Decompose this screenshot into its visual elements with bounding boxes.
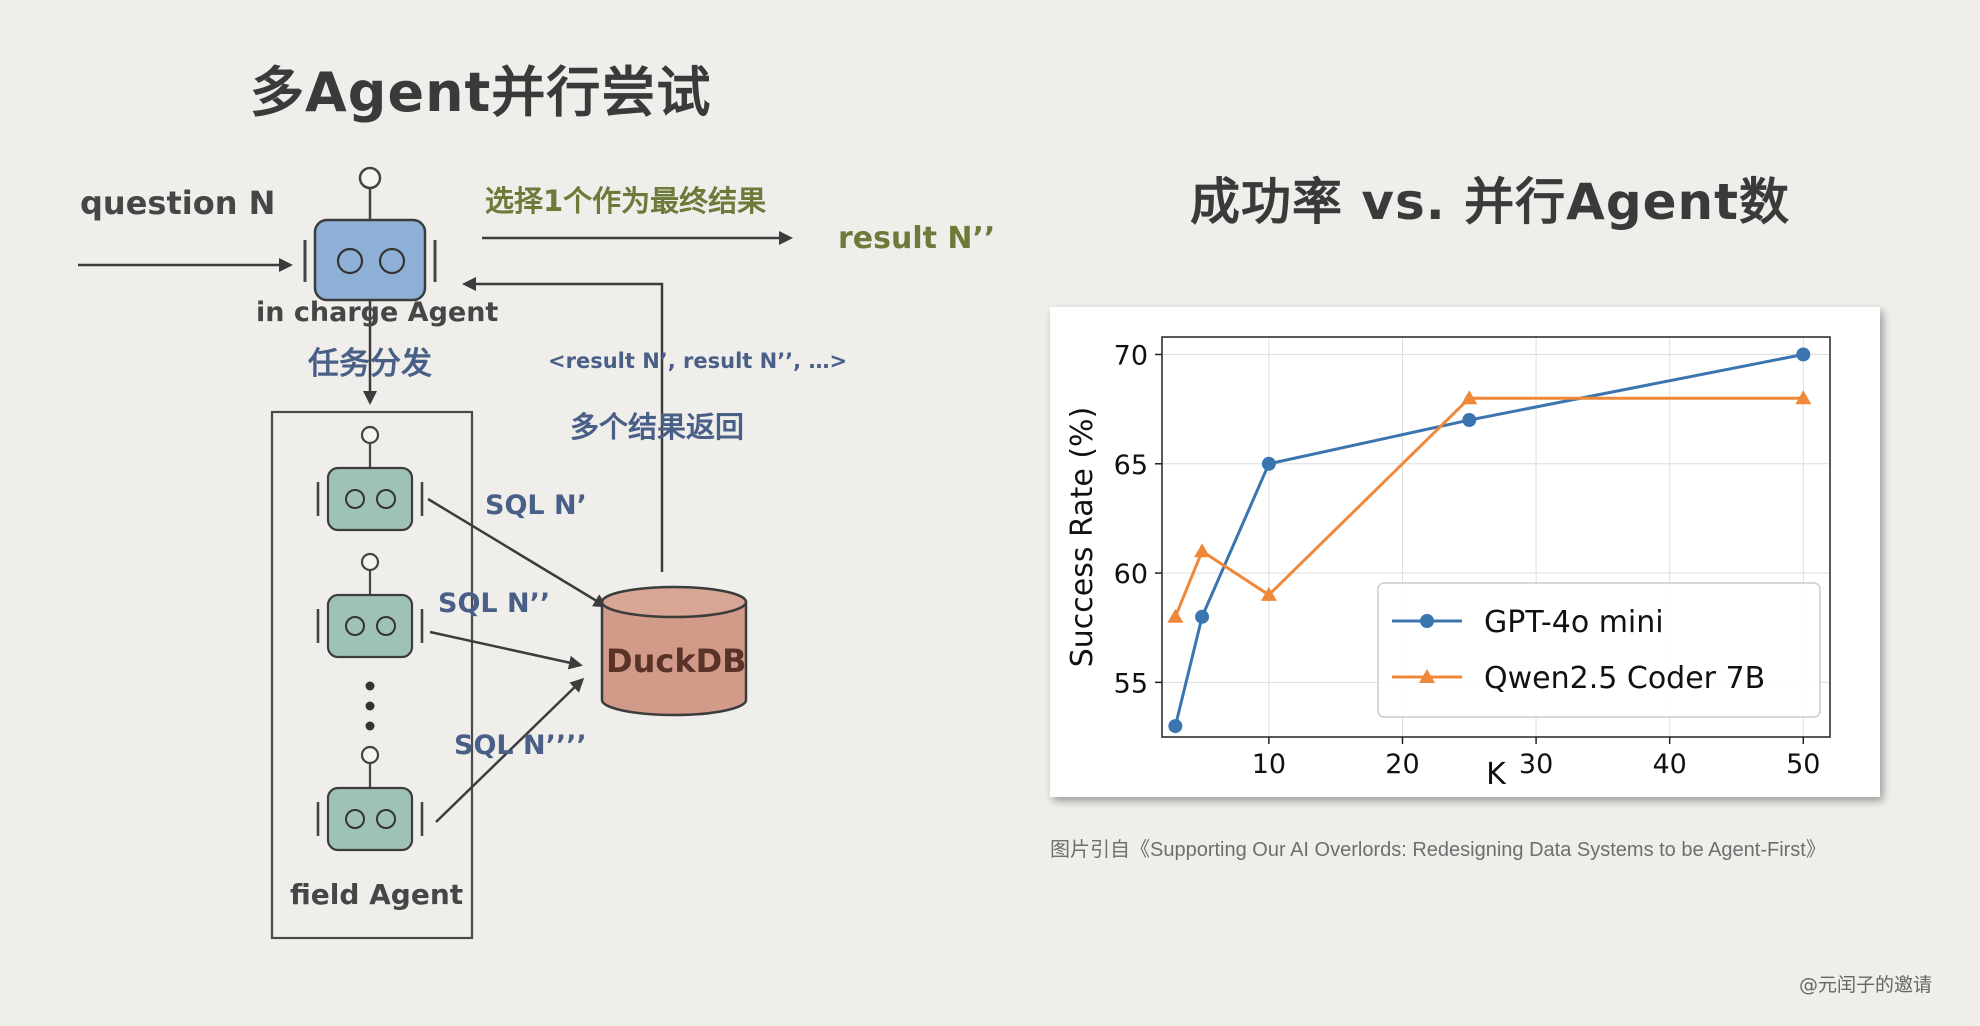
- data-point: [1462, 413, 1477, 428]
- y-tick-label: 55: [1114, 668, 1148, 699]
- agent-diagram: [78, 166, 793, 940]
- x-axis-label: K: [1486, 757, 1507, 792]
- x-tick-label: 10: [1252, 749, 1286, 780]
- sql-label-1: SQL N’: [485, 490, 587, 521]
- x-tick-label: 40: [1653, 749, 1687, 780]
- legend-label: GPT-4o mini: [1484, 605, 1664, 640]
- results-return-arrow: [462, 277, 664, 572]
- database-icon: [600, 585, 748, 717]
- watermark: @元闰子的邀请: [1798, 974, 1932, 996]
- diagram-title: 多Agent并行尝试: [250, 61, 712, 124]
- y-tick-label: 70: [1114, 340, 1148, 371]
- field-robot-icon: [316, 425, 424, 532]
- field-agent-frame: [270, 410, 474, 940]
- multi-results-label: 多个结果返回: [570, 410, 745, 444]
- chart-card: 10 20 30 40 50 55 60 65 70 K Success Rate (%) GP…: [1050, 307, 1880, 797]
- sql-arrow: [435, 677, 585, 823]
- data-point: [1167, 608, 1184, 623]
- data-point: [1795, 390, 1812, 405]
- data-point: [1419, 669, 1435, 683]
- field-robot-icon: [316, 745, 424, 852]
- y-tick-label: 60: [1114, 559, 1148, 590]
- data-point: [1195, 609, 1210, 624]
- data-point: [1194, 543, 1211, 558]
- data-point: [1168, 719, 1183, 734]
- dispatch-label: 任务分发: [308, 346, 432, 382]
- sql-arrow: [429, 630, 583, 670]
- sql-label-3: SQL N’’’’: [454, 730, 587, 761]
- sql-arrow: [427, 497, 608, 608]
- data-point: [1461, 390, 1478, 405]
- chart-section-title: 成功率 vs. 并行Agent数: [1190, 173, 1791, 231]
- legend-label: Qwen2.5 Coder 7B: [1484, 661, 1765, 696]
- results-list-label: <result N’, result N’’, …>: [548, 349, 848, 373]
- x-tick-label: 20: [1385, 749, 1419, 780]
- data-point: [1420, 614, 1434, 628]
- data-point: [1260, 586, 1277, 601]
- field-agent-label: field Agent: [290, 878, 464, 911]
- in-charge-agent-label: in charge Agent: [256, 297, 499, 328]
- question-label: question N: [80, 184, 276, 222]
- database-label: DuckDB: [606, 642, 747, 680]
- y-tick-label: 65: [1114, 450, 1148, 481]
- field-robot-icon: [316, 552, 424, 659]
- data-point: [1261, 456, 1276, 471]
- in-charge-robot-icon: [303, 166, 437, 302]
- plot-frame: [1161, 336, 1831, 738]
- sql-label-2: SQL N’’: [438, 588, 551, 619]
- figure-caption: 图片引自《Supporting Our AI Overlords: Redesi…: [1050, 839, 1826, 861]
- result-label: result N’’: [838, 221, 996, 256]
- x-tick-label: 30: [1519, 749, 1553, 780]
- line-chart: 10 20 30 40 50 55 60 65 70 K Success Rate (%) GP…: [1065, 336, 1831, 792]
- legend-box: [1377, 582, 1821, 718]
- x-tick-label: 50: [1786, 749, 1820, 780]
- ellipsis-dots: [365, 681, 375, 731]
- data-point: [1796, 347, 1811, 362]
- select-label: 选择1个作为最终结果: [485, 184, 767, 218]
- y-axis-label: Success Rate (%): [1065, 407, 1100, 668]
